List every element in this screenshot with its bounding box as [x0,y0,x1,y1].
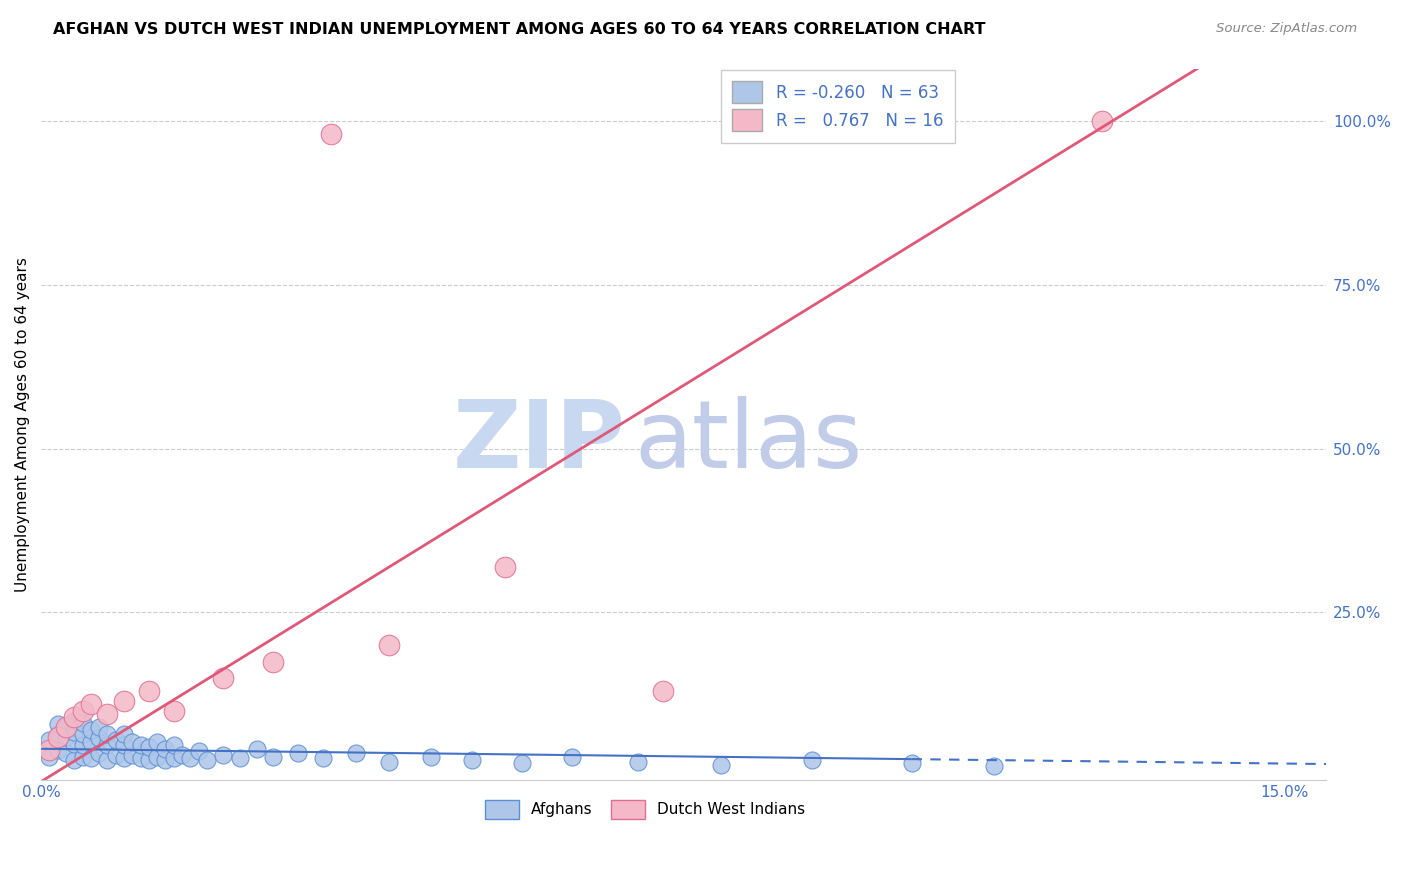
Point [96,753,118,767]
Point [63,710,86,724]
Point [112,738,135,752]
Point [378,755,401,769]
Point [146,749,169,764]
Point [651,684,673,698]
Point [461,753,484,767]
Point [38,743,60,757]
Point [80,735,103,749]
Point [138,739,160,754]
Point [96,727,118,741]
Point [104,733,127,747]
Point [312,751,335,765]
Legend: Afghans, Dutch West Indians: Afghans, Dutch West Indians [479,794,811,825]
Text: atlas: atlas [634,396,863,488]
Point [72,749,94,764]
Point [155,741,177,756]
Point [627,755,650,769]
Point [121,735,143,749]
Text: Source: ZipAtlas.com: Source: ZipAtlas.com [1216,22,1357,36]
Point [89,720,111,734]
Point [419,749,441,764]
Point [80,751,103,765]
Point [900,756,922,771]
Point [138,684,160,698]
Point [46,717,69,731]
Point [187,744,209,758]
Point [63,724,86,739]
Point [510,756,533,771]
Point [179,751,201,765]
Text: ZIP: ZIP [453,396,626,488]
Point [55,720,77,734]
Point [72,715,94,730]
Point [246,741,269,756]
Point [63,753,86,767]
Point [262,749,284,764]
Point [112,751,135,765]
Point [38,733,60,747]
Point [129,738,152,752]
Point [72,738,94,752]
Point [155,753,177,767]
Point [344,747,367,761]
Point [321,127,343,141]
Point [96,707,118,722]
Point [494,559,516,574]
Point [163,751,186,765]
Point [112,727,135,741]
Point [378,638,401,652]
Point [163,704,186,718]
Point [80,723,103,738]
Point [229,751,252,765]
Point [55,720,77,734]
Point [46,743,69,757]
Point [55,730,77,744]
Point [89,731,111,746]
Point [63,737,86,751]
Point [163,738,186,752]
Point [89,747,111,761]
Point [46,730,69,744]
Point [38,749,60,764]
Point [983,759,1005,773]
Point [1091,114,1114,128]
Point [80,698,103,712]
Point [112,694,135,708]
Point [146,735,169,749]
Text: AFGHAN VS DUTCH WEST INDIAN UNEMPLOYMENT AMONG AGES 60 TO 64 YEARS CORRELATION C: AFGHAN VS DUTCH WEST INDIAN UNEMPLOYMENT… [53,22,986,37]
Y-axis label: Unemployment Among Ages 60 to 64 years: Unemployment Among Ages 60 to 64 years [15,257,30,591]
Point [212,748,235,763]
Point [801,753,824,767]
Point [104,748,127,763]
Point [287,747,309,761]
Point [561,749,583,764]
Point [121,748,143,763]
Point [46,727,69,741]
Point [138,753,160,767]
Point [63,714,86,728]
Point [129,751,152,765]
Point [96,738,118,752]
Point [72,727,94,741]
Point [262,655,284,669]
Point [170,748,193,763]
Point [212,671,235,685]
Point [195,753,218,767]
Point [55,747,77,761]
Point [710,757,733,772]
Point [72,704,94,718]
